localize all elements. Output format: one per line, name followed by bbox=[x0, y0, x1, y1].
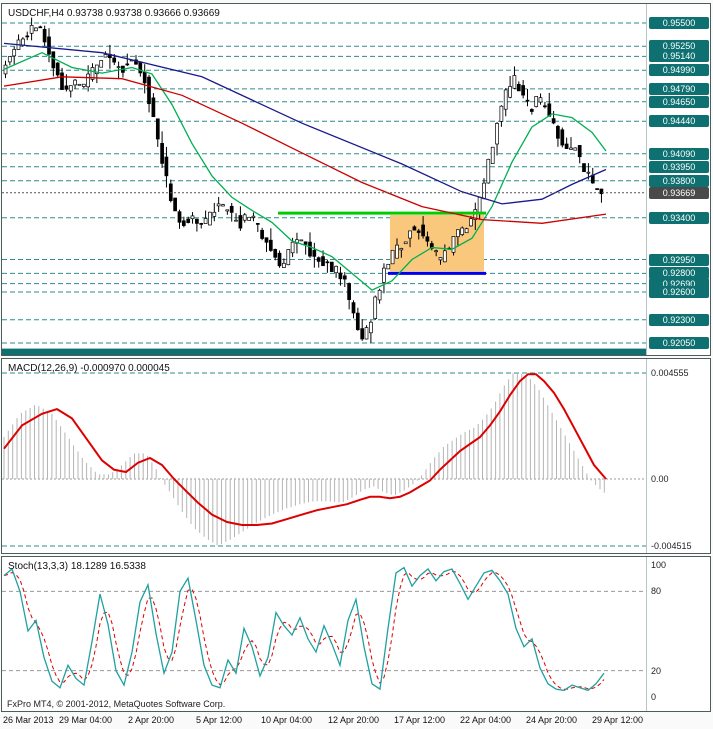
candles-layer bbox=[3, 17, 604, 343]
price-level-badge: 0.93800 bbox=[649, 175, 709, 187]
macd-title: MACD(12,26,9) -0.000970 0.000045 bbox=[8, 363, 170, 374]
time-axis-label: 10 Apr 04:00 bbox=[261, 715, 313, 725]
macd-histogram bbox=[3, 372, 605, 546]
stoch-k-line bbox=[3, 566, 605, 692]
time-axis-label: 17 Apr 12:00 bbox=[394, 715, 446, 725]
time-axis-label: 22 Apr 04:00 bbox=[460, 715, 512, 725]
price-level-badge: 0.94090 bbox=[649, 148, 709, 160]
axis-divider bbox=[646, 4, 647, 355]
price-level-badge: 0.92950 bbox=[649, 254, 709, 266]
price-level-badge: 0.93950 bbox=[649, 161, 709, 173]
stochastic-axis: 100 80 20 0 bbox=[648, 557, 711, 711]
macd-canvas[interactable] bbox=[2, 359, 646, 553]
time-axis-label: 29 Mar 04:00 bbox=[59, 715, 113, 725]
stoch-axis-label: 0 bbox=[651, 692, 657, 702]
price-level-badge: 0.92050 bbox=[649, 337, 709, 349]
time-axis-label: 12 Apr 20:00 bbox=[328, 715, 380, 725]
macd-panel: MACD(12,26,9) -0.000970 0.000045 0.00455… bbox=[1, 358, 711, 554]
ma-fast-green bbox=[3, 51, 607, 291]
ma-slow-navy bbox=[3, 42, 607, 205]
macd-signal-line bbox=[3, 373, 607, 526]
main-chart-canvas[interactable] bbox=[2, 4, 646, 355]
time-axis-label: 26 Mar 2013 bbox=[3, 715, 54, 725]
price-level-badge: 0.94990 bbox=[649, 64, 709, 76]
price-level-badge: 0.95140 bbox=[649, 50, 709, 62]
price-level-badge: 0.94440 bbox=[649, 115, 709, 127]
time-axis-label: 5 Apr 12:00 bbox=[196, 715, 243, 725]
time-axis-label: 29 Apr 12:00 bbox=[592, 715, 644, 725]
stochastic-panel: Stoch(13,3,3) 18.1289 16.5338 100 80 20 0 F… bbox=[1, 556, 711, 712]
ma-medium-red bbox=[3, 76, 607, 224]
time-axis-label: 24 Apr 20:00 bbox=[526, 715, 578, 725]
macd-values: -0.000970 0.000045 bbox=[80, 363, 170, 374]
price-level-badge: 0.92600 bbox=[649, 286, 709, 298]
stoch-title: Stoch(13,3,3) 18.1289 16.5338 bbox=[8, 561, 146, 572]
stoch-axis-label: 80 bbox=[651, 586, 662, 596]
time-axis-label: 2 Apr 20:00 bbox=[128, 715, 175, 725]
axis-divider bbox=[646, 359, 647, 553]
macd-axis-label: -0.004515 bbox=[651, 541, 692, 551]
price-level-badge: 0.94650 bbox=[649, 96, 709, 108]
main-chart-panel: USDCHF,H4 0.93738 0.93738 0.93666 0.9366… bbox=[1, 3, 711, 356]
price-axis: 0.95500 0.95250 0.95140 0.94990 0.94790 0.946… bbox=[648, 4, 711, 355]
price-level-badge: 0.92300 bbox=[649, 314, 709, 326]
copyright-text: FxPro MT4, © 2001-2012, MetaQuotes Softw… bbox=[7, 699, 226, 709]
stoch-axis-label: 20 bbox=[651, 666, 662, 676]
current-price-badge: 0.93669 bbox=[649, 187, 709, 199]
price-level-badge: 0.92800 bbox=[649, 267, 709, 279]
price-level-badge: 0.95250 bbox=[649, 40, 709, 52]
time-axis: 26 Mar 2013 29 Mar 04:00 2 Apr 20:00 5 Apr … bbox=[1, 712, 712, 729]
support-zone-band bbox=[2, 348, 646, 355]
macd-label: MACD(12,26,9) bbox=[8, 363, 78, 374]
macd-axis-label: 0.00 bbox=[651, 474, 669, 484]
stoch-d-line bbox=[3, 570, 605, 690]
price-level-badge: 0.93400 bbox=[649, 212, 709, 224]
ohlc-values: 0.93738 0.93738 0.93666 0.93669 bbox=[66, 8, 220, 19]
macd-axis: 0.004555 0.00 -0.004515 bbox=[648, 359, 711, 553]
symbol-period-label: USDCHF,H4 bbox=[8, 8, 65, 19]
stoch-values: 18.1289 16.5338 bbox=[70, 561, 146, 572]
stoch-axis-label: 100 bbox=[651, 560, 667, 570]
stoch-label: Stoch(13,3,3) bbox=[8, 561, 69, 572]
axis-divider bbox=[646, 557, 647, 711]
stochastic-canvas[interactable] bbox=[2, 557, 646, 711]
macd-axis-label: 0.004555 bbox=[651, 368, 689, 378]
price-level-badge: 0.95500 bbox=[649, 17, 709, 29]
chart-title: USDCHF,H4 0.93738 0.93738 0.93666 0.9366… bbox=[8, 8, 220, 19]
price-level-badge: 0.94790 bbox=[649, 83, 709, 95]
